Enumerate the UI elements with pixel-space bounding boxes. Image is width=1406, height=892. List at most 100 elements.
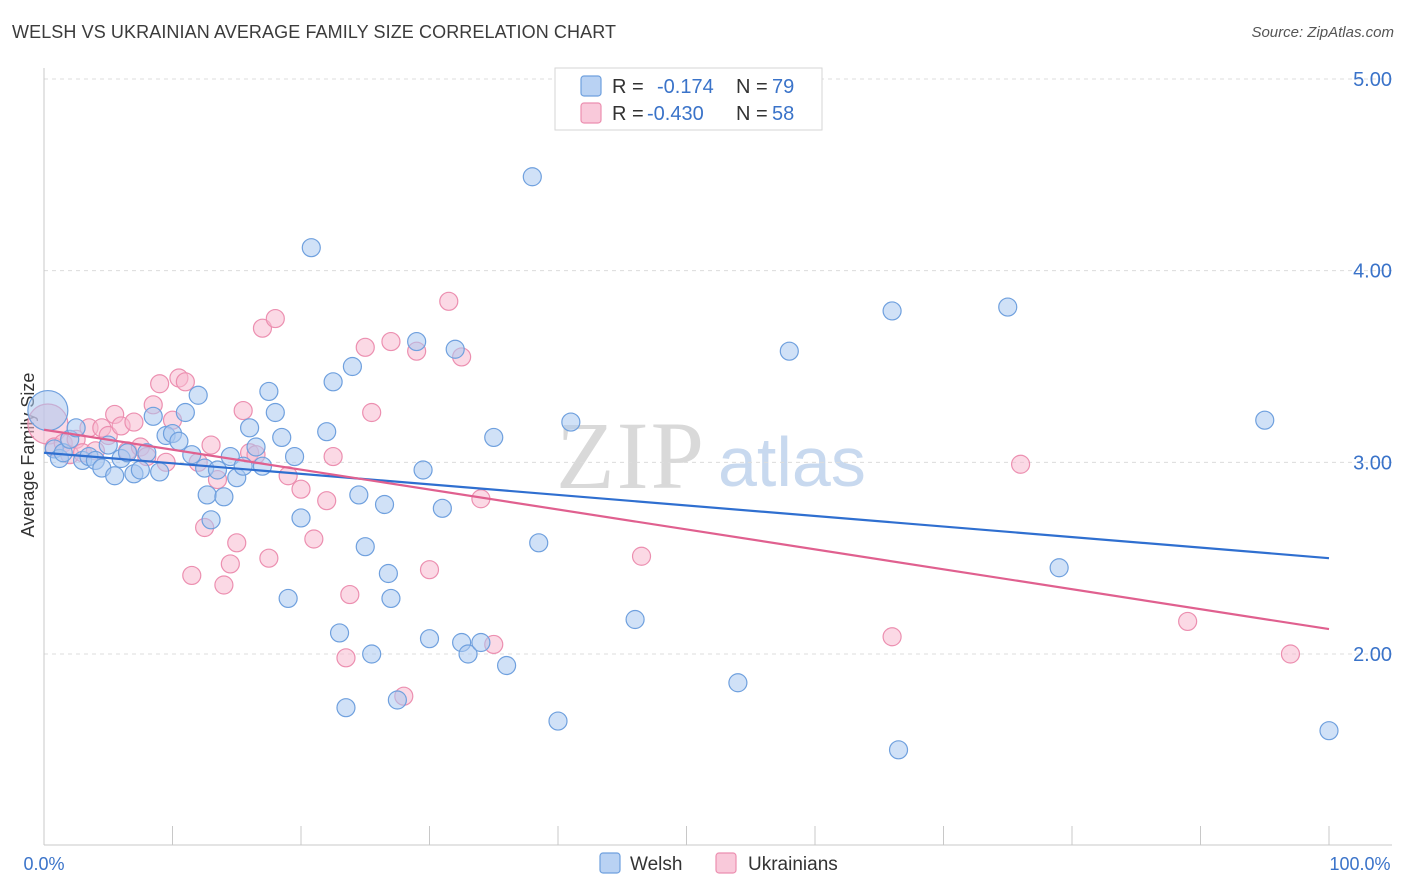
welsh-point: [888, 740, 909, 760]
welsh-point: [175, 402, 195, 423]
welsh-point: [497, 655, 517, 676]
legend-welsh-n-value: 79: [772, 76, 794, 98]
ukrainians-point: [323, 446, 343, 467]
correlation-legend: R = -0.174 N = 79 R = -0.430 N = 58: [554, 67, 823, 131]
y-tick-label: 4.00: [1353, 261, 1392, 283]
x-ticks: [43, 826, 1330, 845]
welsh-point: [301, 238, 321, 258]
welsh-point: [323, 372, 343, 392]
welsh-point: [169, 431, 189, 451]
welsh-point: [336, 698, 356, 718]
y-tick-label: 2.00: [1353, 644, 1392, 666]
welsh-point: [201, 510, 221, 530]
welsh-point: [355, 537, 375, 557]
welsh-point: [407, 331, 427, 352]
bottom-legend-swatch-ukrainians: [715, 852, 737, 874]
ukrainians-point: [381, 331, 401, 352]
welsh-point: [471, 632, 491, 653]
welsh-point: [349, 485, 369, 505]
welsh-point: [522, 167, 542, 187]
welsh-point: [779, 341, 799, 361]
chart-title: WELSH VS UKRAINIAN AVERAGE FAMILY SIZE C…: [12, 22, 617, 42]
trend-lines: [43, 428, 1330, 631]
y-tick-label: 3.00: [1353, 452, 1392, 474]
series-legend: Welsh Ukrainians: [599, 852, 838, 875]
welsh-point: [272, 427, 292, 448]
welsh-point: [150, 462, 170, 482]
ukrainians-point: [336, 648, 356, 668]
welsh-point: [625, 609, 645, 630]
welsh-point: [278, 588, 298, 609]
welsh-point: [291, 508, 311, 528]
welsh-point: [214, 487, 234, 507]
welsh-point: [284, 446, 305, 467]
welsh-point: [1319, 721, 1339, 741]
watermark-zip: ZIP: [556, 402, 706, 509]
ukrainians-point: [233, 400, 253, 421]
welsh-point: [529, 533, 549, 553]
legend-welsh-r-label: R =: [612, 76, 644, 98]
ukrainians-point: [265, 308, 285, 329]
welsh-point: [1049, 558, 1069, 578]
ukrainians-point: [439, 291, 459, 311]
ukrainians-point: [252, 318, 273, 338]
welsh-point: [1255, 410, 1275, 430]
ukrainians-point: [291, 479, 311, 499]
welsh-point: [381, 588, 401, 609]
x-tick-label-max: 100.0%: [1329, 854, 1390, 874]
welsh-point: [240, 418, 260, 438]
ukrainians-point: [214, 575, 234, 595]
welsh-point: [66, 418, 86, 438]
ukrainians-point: [1010, 454, 1031, 474]
gridlines: [44, 78, 1392, 655]
legend-welsh-n-label: N =: [736, 76, 768, 98]
welsh-point: [246, 437, 266, 457]
ukrainians-point: [259, 548, 279, 568]
welsh-point: [445, 339, 465, 359]
ukrainians-point: [220, 554, 240, 574]
ukrainians-point: [304, 529, 324, 549]
legend-swatch-welsh: [580, 75, 602, 97]
ukrainians-point: [1280, 644, 1301, 664]
y-tick-labels: 2.00 3.00 4.00 5.00: [1353, 69, 1392, 666]
welsh-point: [432, 498, 452, 518]
ukrainians-point: [317, 491, 337, 511]
welsh-point: [561, 412, 581, 432]
welsh-point: [105, 466, 125, 486]
legend-ukr-r-label: R =: [612, 103, 644, 125]
welsh-point: [265, 402, 285, 423]
welsh-point: [374, 494, 395, 515]
ukrainians-trend-line: [43, 428, 1330, 631]
ukrainians-point: [355, 337, 375, 357]
ukrainians-point: [340, 584, 360, 605]
welsh-point: [419, 629, 440, 649]
x-tick-label-min: 0.0%: [23, 854, 64, 874]
bottom-legend-swatch-welsh: [599, 852, 621, 874]
y-tick-label: 5.00: [1353, 69, 1392, 91]
welsh-point: [252, 456, 273, 476]
welsh-point: [329, 623, 350, 643]
welsh-point: [882, 301, 902, 321]
bottom-legend-welsh: Welsh: [630, 854, 682, 875]
ukrainians-point: [631, 546, 652, 566]
ukrainians-point: [227, 533, 247, 553]
welsh-point: [387, 690, 407, 710]
welsh-point: [143, 406, 163, 426]
welsh-point: [342, 356, 362, 377]
bottom-legend-ukrainians: Ukrainians: [748, 854, 838, 875]
legend-swatch-ukrainians: [580, 102, 602, 124]
welsh-point: [130, 460, 150, 480]
welsh-point: [27, 389, 69, 432]
welsh-point: [362, 644, 382, 664]
welsh-point: [458, 644, 478, 664]
welsh-point: [378, 563, 398, 584]
welsh-point: [188, 385, 208, 405]
welsh-point: [413, 460, 433, 480]
ukrainians-point: [362, 402, 382, 423]
legend-ukr-n-label: N =: [736, 103, 768, 125]
welsh-point: [317, 422, 337, 442]
welsh-trend-line: [43, 451, 1330, 560]
ukrainians-point: [150, 374, 170, 394]
welsh-point: [207, 460, 228, 480]
